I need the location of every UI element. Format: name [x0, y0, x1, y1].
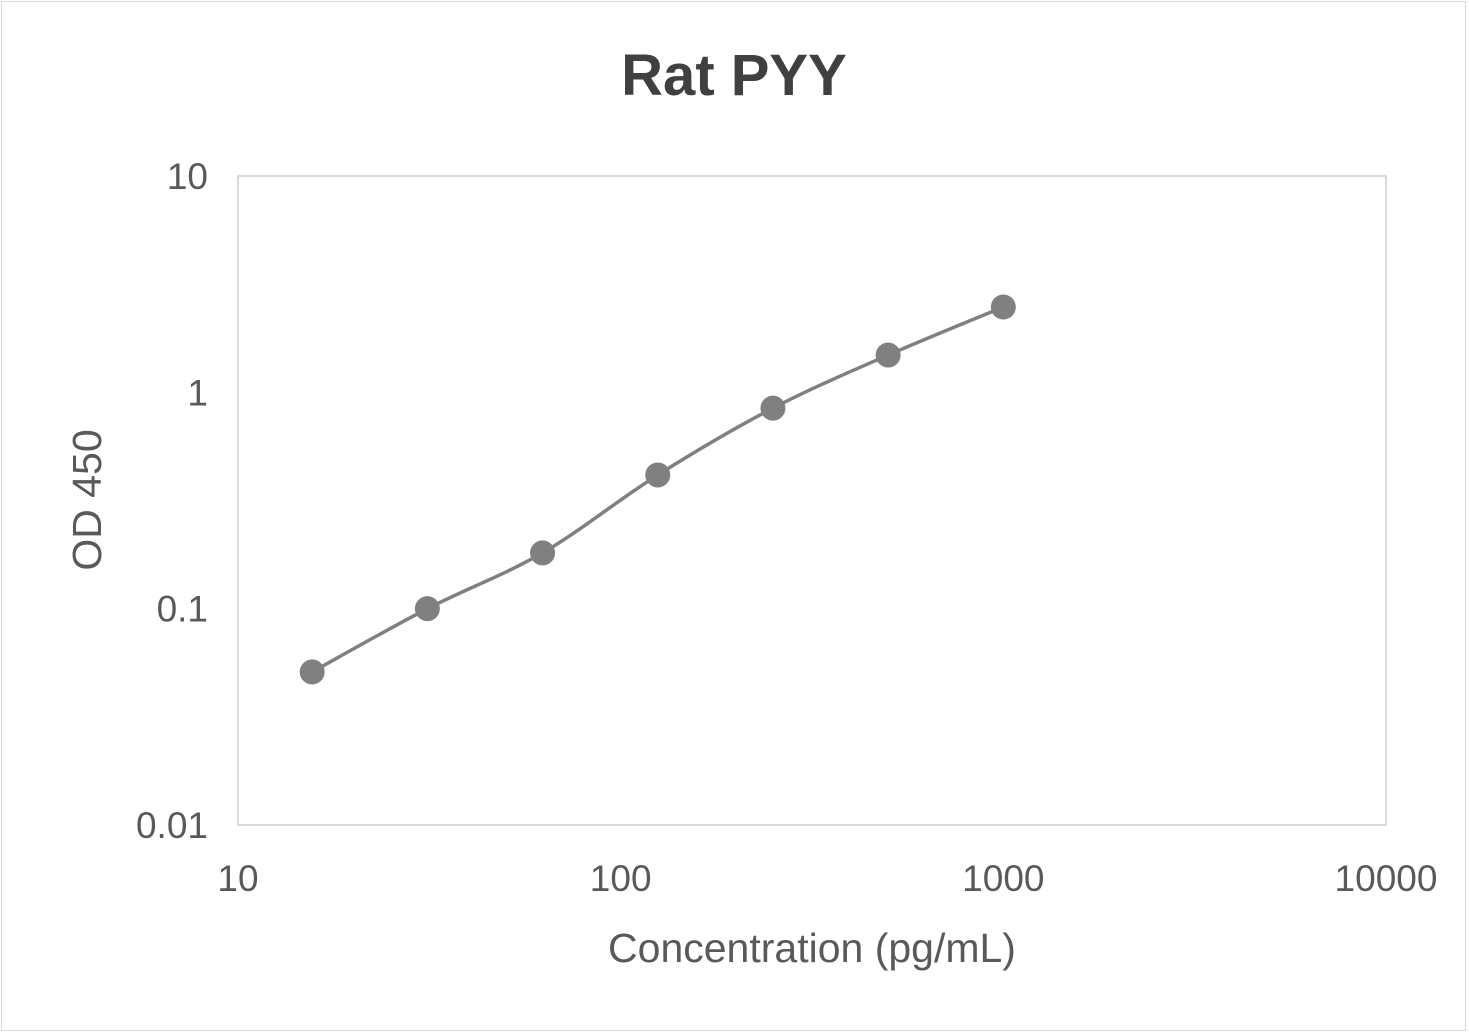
data-point — [760, 395, 786, 421]
y-tick-label: 0.01 — [136, 805, 208, 846]
data-point — [414, 596, 440, 622]
data-point — [875, 342, 901, 368]
data-point — [299, 659, 325, 685]
series-line — [311, 305, 1005, 674]
plot-area — [237, 175, 1387, 826]
x-tick-label: 1000 — [962, 858, 1044, 899]
data-point — [645, 462, 671, 488]
x-axis-label: Concentration (pg/mL) — [608, 925, 1016, 971]
y-axis-label: OD 450 — [64, 429, 110, 570]
y-tick-label: 10 — [167, 156, 208, 197]
y-tick-label: 1 — [187, 372, 208, 413]
y-tick-label: 0.1 — [157, 589, 208, 630]
data-point — [530, 540, 556, 566]
x-tick-label: 10000 — [1335, 858, 1438, 899]
data-point — [990, 294, 1016, 320]
chart-title: Rat PYY — [621, 43, 847, 108]
x-tick-label: 100 — [590, 858, 652, 899]
x-tick-label: 10 — [217, 858, 258, 899]
